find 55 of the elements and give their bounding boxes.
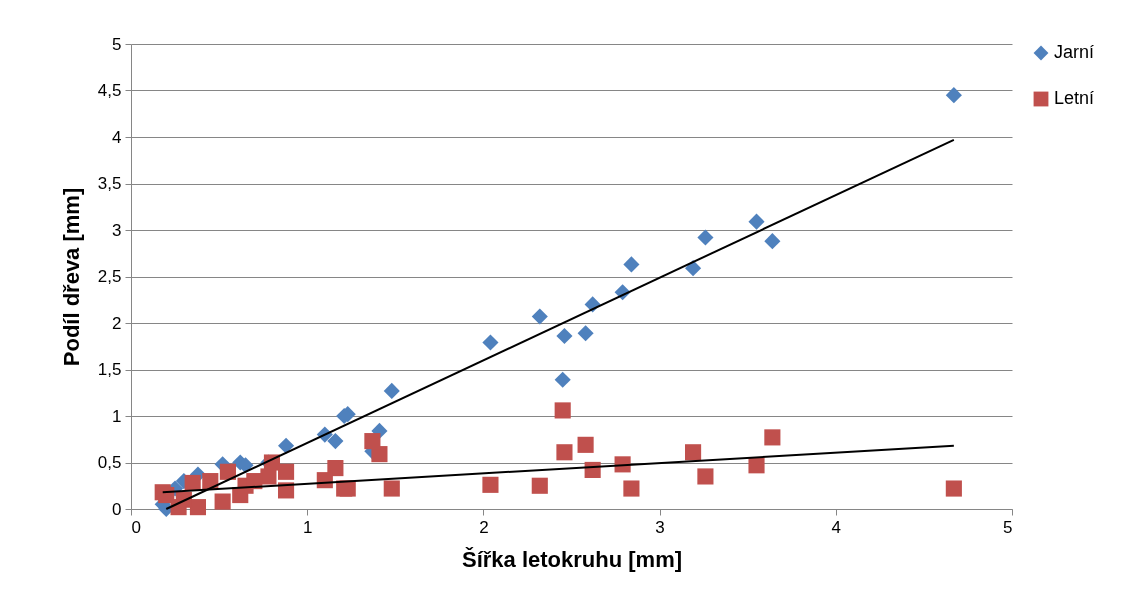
point — [364, 433, 381, 450]
y-tick-label: 3,5 — [97, 174, 122, 193]
y-tick-label: 1,5 — [97, 360, 122, 379]
y-tick-label: 0,5 — [97, 453, 122, 472]
y-tick-label: 0 — [112, 499, 122, 519]
point — [371, 446, 388, 463]
y-tick-label: 1 — [112, 406, 122, 426]
point — [685, 260, 702, 277]
point — [482, 476, 499, 493]
legend-label: Jarní — [1054, 42, 1095, 62]
point — [260, 468, 277, 485]
x-tick-label: 1 — [302, 517, 313, 537]
point — [697, 229, 714, 246]
x-tick-label: 0 — [131, 517, 141, 537]
point — [945, 87, 962, 104]
x-tick-label: 4 — [831, 517, 842, 537]
point — [748, 213, 765, 230]
x-tick-label: 5 — [1003, 517, 1013, 537]
x-tick-label: 2 — [479, 517, 489, 537]
point — [685, 444, 702, 461]
point — [531, 308, 548, 325]
point — [219, 463, 236, 480]
point — [697, 468, 714, 485]
point — [577, 436, 594, 453]
point — [154, 484, 171, 501]
y-axis-title: Podíl dřeva [mm] — [58, 187, 84, 367]
point — [764, 429, 781, 446]
point — [383, 480, 400, 497]
point — [383, 382, 400, 399]
point — [277, 463, 295, 480]
point — [214, 493, 231, 510]
point — [554, 371, 571, 388]
point — [482, 334, 499, 351]
point — [945, 480, 962, 497]
point — [764, 233, 781, 250]
point — [189, 499, 207, 516]
point — [623, 256, 640, 273]
y-tick-label: 4,5 — [97, 81, 122, 100]
point — [556, 327, 573, 345]
point — [554, 402, 571, 419]
point — [577, 325, 594, 342]
point — [623, 480, 640, 497]
point — [556, 444, 573, 461]
y-tick-label: 2 — [112, 313, 122, 333]
x-tick-label: 3 — [655, 517, 665, 537]
y-tick-label: 2,5 — [97, 267, 122, 286]
point — [748, 457, 765, 474]
y-tick-label: 5 — [112, 34, 122, 54]
y-tick-label: 3 — [112, 220, 122, 240]
y-tick-label: 4 — [112, 127, 122, 147]
point — [277, 437, 295, 454]
point — [531, 477, 548, 494]
x-axis-title: Šířka letokruhu [mm] — [461, 546, 683, 572]
legend-label: Letní — [1054, 88, 1095, 108]
point — [327, 433, 344, 450]
